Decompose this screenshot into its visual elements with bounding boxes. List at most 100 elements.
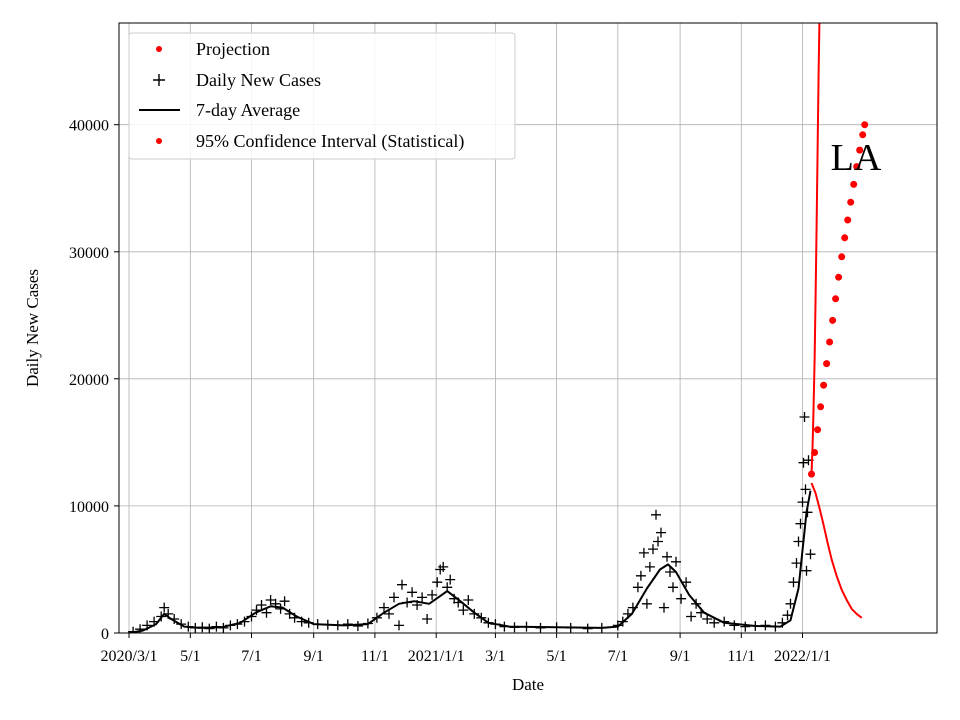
tick-layer: 2020/3/1 5/1 7/1 9/1 11/1 2021/1/1 3/1 5/1 7/1 9/… <box>69 118 831 665</box>
series-0 <box>128 490 812 633</box>
case-point <box>798 457 809 468</box>
projection-point <box>823 360 831 368</box>
y-tick-label: 40000 <box>69 118 109 135</box>
projection-point <box>853 163 861 171</box>
case-point <box>793 536 804 547</box>
series-4 <box>810 23 821 475</box>
case-point <box>256 600 267 610</box>
case-point <box>653 536 663 547</box>
series-line <box>810 23 821 475</box>
x-tick-label: 11/1 <box>361 648 389 665</box>
projection-point <box>826 338 834 346</box>
legend: Projection Daily New Cases 7-day Average… <box>128 32 516 160</box>
projection-point <box>832 295 840 303</box>
case-point <box>648 544 658 555</box>
case-point <box>407 587 418 598</box>
series-layer <box>128 23 869 633</box>
projection-point <box>817 403 825 411</box>
case-point <box>476 612 487 623</box>
case-point <box>197 622 208 633</box>
case-point <box>438 561 449 572</box>
case-point <box>362 618 373 629</box>
projection-point <box>850 180 858 188</box>
case-point <box>469 608 480 619</box>
case-point <box>638 547 649 558</box>
case-point <box>632 582 643 593</box>
case-point <box>176 619 187 630</box>
x-tick-label: 2022/1/1 <box>774 648 831 665</box>
case-point <box>379 602 389 613</box>
x-tick-label: 2021/1/1 <box>408 648 465 665</box>
case-point <box>442 582 453 593</box>
projection-point <box>859 131 867 139</box>
case-point <box>760 620 771 631</box>
case-point <box>750 621 761 631</box>
legend-marker-projection <box>156 46 162 52</box>
case-point <box>296 616 307 627</box>
case-point <box>211 621 222 632</box>
case-point <box>740 621 751 632</box>
x-tick-label: 9/1 <box>670 648 690 665</box>
case-point <box>312 619 323 630</box>
x-tick-label: 7/1 <box>608 648 628 665</box>
case-point <box>458 605 469 616</box>
case-point <box>799 412 810 422</box>
case-point <box>279 596 290 607</box>
case-point <box>676 593 687 604</box>
case-point <box>169 614 180 624</box>
x-tick-label: 3/1 <box>485 648 505 665</box>
case-point <box>225 620 236 631</box>
legend-marker-confidence <box>156 138 162 144</box>
case-point <box>788 577 799 588</box>
case-point <box>702 614 713 624</box>
case-point <box>668 582 678 593</box>
y-tick-label: 10000 <box>69 499 109 516</box>
case-point <box>800 484 811 495</box>
case-point <box>659 602 669 613</box>
case-point <box>627 602 638 613</box>
projection-point <box>820 381 828 389</box>
case-point <box>777 617 788 628</box>
y-tick-label: 20000 <box>69 372 109 389</box>
legend-box <box>128 32 516 160</box>
case-point <box>232 619 243 630</box>
case-point <box>644 561 655 572</box>
case-point <box>384 608 394 619</box>
legend-label-daily-cases: Daily New Cases <box>196 70 321 90</box>
case-point <box>156 611 167 622</box>
region-label: LA <box>831 137 882 179</box>
case-point <box>709 617 720 628</box>
case-point <box>239 616 250 627</box>
case-point <box>246 611 257 622</box>
case-point <box>662 551 672 562</box>
y-tick-label: 30000 <box>69 245 109 262</box>
case-point <box>453 597 464 608</box>
case-point <box>422 614 433 624</box>
case-point <box>795 518 806 529</box>
case-point <box>342 619 353 630</box>
case-point <box>691 598 702 609</box>
projection-point <box>829 316 837 324</box>
case-point <box>218 622 229 633</box>
projection-point <box>856 146 864 154</box>
case-point <box>565 622 576 633</box>
case-point <box>622 608 633 619</box>
projection-point <box>838 253 846 261</box>
case-point <box>802 507 813 518</box>
case-point <box>445 574 456 585</box>
case-point <box>261 607 272 618</box>
case-point <box>535 622 546 633</box>
case-point <box>183 621 194 632</box>
case-point <box>159 602 170 613</box>
case-point <box>303 617 314 628</box>
case-point <box>785 598 796 609</box>
case-point <box>686 611 697 622</box>
projection-point <box>841 234 849 242</box>
case-point <box>696 607 707 618</box>
x-tick-label: 11/1 <box>727 648 755 665</box>
x-tick-label: 7/1 <box>241 648 261 665</box>
case-point <box>389 592 399 603</box>
case-point <box>651 509 661 520</box>
case-point <box>805 549 816 560</box>
case-point <box>204 623 215 633</box>
